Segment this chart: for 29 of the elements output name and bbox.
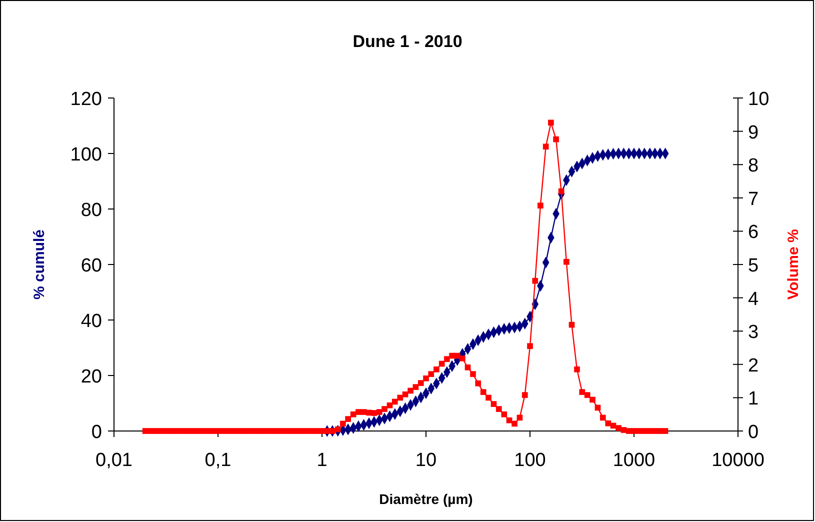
y-tick-label: 80 (80, 200, 102, 221)
y-tick-label: 100 (70, 144, 102, 166)
y-axis-title: % cumulé (31, 229, 48, 300)
x-axis-title: Diamètre (µm) (379, 491, 473, 507)
x-tick-label: 100 (514, 450, 546, 471)
x-tick-label: 1 (316, 450, 328, 471)
y2-tick-label: 7 (748, 188, 759, 210)
x-tick-label: 0,1 (204, 450, 232, 471)
y2-tick-label: 5 (748, 256, 759, 276)
y2-tick-label: 4 (748, 288, 759, 310)
y-tick-label: 120 (70, 89, 102, 110)
x-tick-label: 10 (415, 450, 437, 471)
y-tick-label: 40 (80, 311, 102, 332)
y2-tick-label: 9 (748, 122, 759, 144)
y2-axis-title: Volume % (785, 229, 802, 300)
y2-tick-label: 6 (748, 222, 759, 244)
y2-tick-label: 8 (748, 156, 759, 177)
chart-title: Dune 1 - 2010 (352, 32, 462, 51)
y2-tick-label: 1 (748, 388, 759, 410)
y-tick-label: 20 (80, 366, 102, 388)
y2-tick-label: 10 (748, 89, 770, 110)
x-tick-label: 0,01 (96, 450, 132, 471)
y-tick-label: 60 (80, 256, 102, 276)
y2-tick-label: 3 (748, 322, 759, 344)
y2-tick-label: 0 (748, 422, 759, 443)
y2-tick-label: 2 (748, 355, 759, 376)
x-tick-label: 10000 (712, 450, 764, 471)
y-tick-label: 0 (91, 422, 102, 443)
x-tick-label: 1000 (612, 450, 656, 471)
